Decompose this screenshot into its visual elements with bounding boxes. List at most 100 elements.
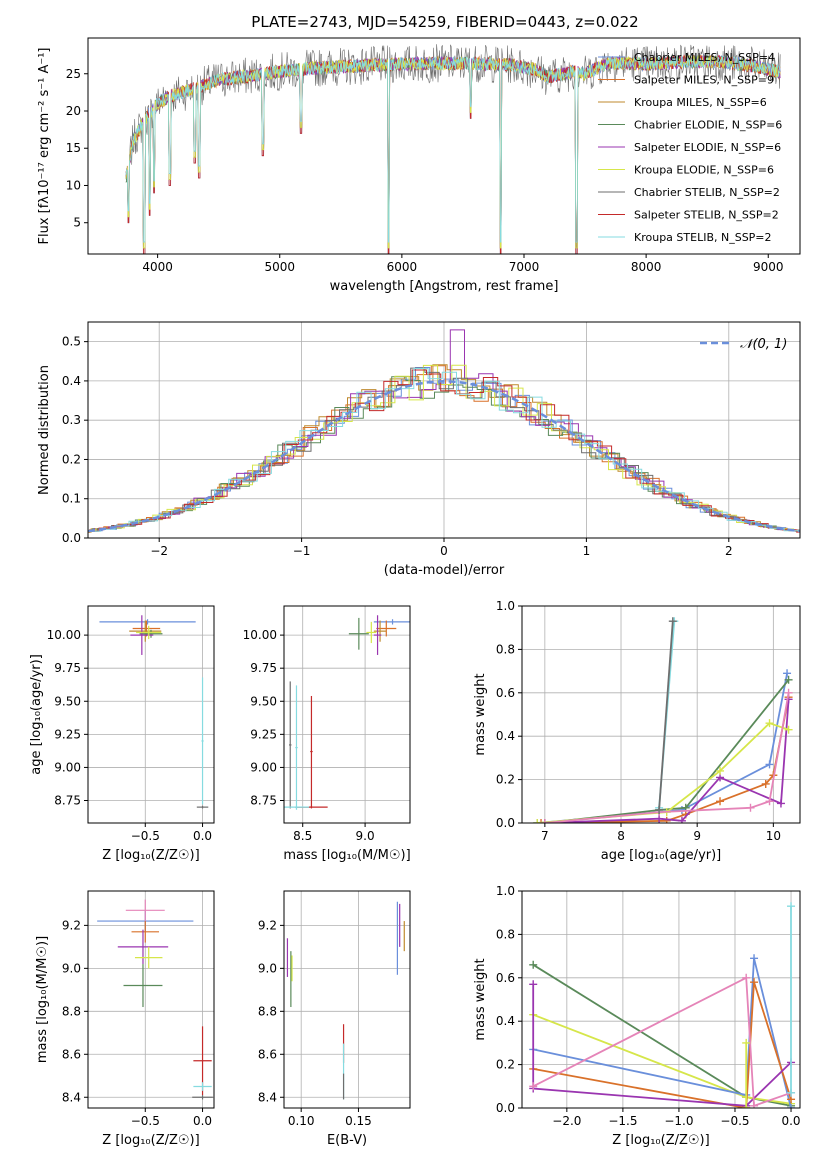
y-tick-label: 0.6 bbox=[496, 686, 515, 700]
y-axis-label: mass [log₁₀(M/M☉)] bbox=[35, 936, 50, 1063]
x-axis-label: wavelength [Angstrom, rest frame] bbox=[330, 279, 559, 294]
weight-marker bbox=[537, 819, 546, 823]
weight-series bbox=[529, 973, 796, 1108]
x-tick-label: 0.0 bbox=[193, 829, 212, 843]
y-tick-label: 9.00 bbox=[250, 760, 277, 774]
weight-marker bbox=[716, 797, 725, 806]
y-tick-label: 9.75 bbox=[54, 661, 81, 675]
weight-marker bbox=[668, 617, 677, 626]
legend-label: Kroupa ELODIE, N_SSP=6 bbox=[634, 164, 774, 177]
weight-marker bbox=[742, 1104, 751, 1108]
weight-series bbox=[742, 1038, 751, 1108]
weight-marker bbox=[716, 766, 725, 775]
y-tick-label: 1.0 bbox=[496, 599, 515, 613]
weight-marker bbox=[765, 797, 774, 806]
weight-marker bbox=[783, 669, 792, 678]
legend-label: Salpeter ELODIE, N_SSP=6 bbox=[634, 141, 781, 154]
y-tick-label: 9.2 bbox=[62, 918, 81, 932]
weight-marker bbox=[784, 725, 793, 734]
axes-frame bbox=[521, 890, 801, 1109]
weight-marker bbox=[655, 805, 664, 814]
spectrum-line bbox=[125, 55, 781, 243]
errorbar-point bbox=[196, 805, 209, 809]
y-tick-label: 0.8 bbox=[496, 927, 515, 941]
y-tick-label: 8.8 bbox=[62, 1004, 81, 1018]
weight-series bbox=[787, 902, 796, 1097]
y-axis-label: Flux [fλ10⁻¹⁷ erg cm⁻² s⁻¹ A⁻¹] bbox=[37, 48, 52, 245]
y-tick-label: 8.75 bbox=[250, 794, 277, 808]
weight-line bbox=[544, 699, 790, 823]
y-tick-label: 9.0 bbox=[258, 961, 277, 975]
y-tick-label: 0.0 bbox=[62, 531, 81, 545]
legend-label: Kroupa STELIB, N_SSP=2 bbox=[634, 231, 772, 244]
x-tick-label: 0.0 bbox=[193, 1114, 212, 1128]
errorbar-point bbox=[131, 921, 160, 943]
x-tick-label: 9000 bbox=[753, 260, 784, 274]
errorbar-point bbox=[373, 619, 410, 625]
errorbar-point bbox=[284, 805, 309, 809]
weight-line bbox=[532, 984, 792, 1107]
axes-mass-vs-Z: −0.5 0.0 8.4 8.6 8.8 9.0 9.2 Z [log₁₀(Z/Z☉)] mas… bbox=[35, 890, 215, 1148]
weight-marker bbox=[742, 1038, 751, 1047]
errorbar-point bbox=[310, 695, 313, 808]
weight-marker bbox=[787, 1104, 796, 1108]
plot-area-massweight-vs-Z bbox=[529, 902, 796, 1108]
plot-area-mass-vs-Z bbox=[97, 899, 213, 1100]
axes-frame bbox=[87, 37, 801, 255]
plot-area-age-vs-mass bbox=[284, 615, 410, 810]
axes-frame bbox=[87, 890, 215, 1109]
weight-series bbox=[655, 617, 677, 814]
x-tick-label: −2.0 bbox=[552, 1114, 581, 1128]
x-tick-label: 9 bbox=[693, 829, 701, 843]
errorbar-point bbox=[288, 681, 292, 809]
y-tick-label: 9.50 bbox=[250, 694, 277, 708]
errorbar-point bbox=[123, 964, 163, 1008]
legend-label: Salpeter STELIB, N_SSP=2 bbox=[634, 209, 779, 222]
x-tick-label: 10 bbox=[766, 829, 781, 843]
weight-marker bbox=[529, 960, 538, 969]
y-tick-label: 9.75 bbox=[250, 661, 277, 675]
y-tick-label: 8.75 bbox=[54, 794, 81, 808]
x-tick-label: 8 bbox=[617, 829, 625, 843]
panel-spectrum: 4000 5000 6000 7000 8000 9000 5 10 15 20 25 wavelen… bbox=[37, 37, 801, 294]
y-tick-label: 25 bbox=[66, 67, 81, 81]
spectrum-legend: Chabrier MILES, N_SSP=4 Salpeter MILES, N… bbox=[598, 51, 782, 244]
y-tick-label: 1.0 bbox=[496, 884, 515, 898]
y-tick-label: 9.00 bbox=[54, 760, 81, 774]
x-axis-label: Z [log₁₀(Z/Z☉)] bbox=[102, 1133, 199, 1148]
x-tick-label: −0.5 bbox=[131, 829, 160, 843]
weight-series bbox=[540, 688, 793, 823]
legend-label: Chabrier ELODIE, N_SSP=6 bbox=[634, 119, 782, 132]
y-tick-label: 0.2 bbox=[496, 1058, 515, 1072]
x-tick-label: −0.5 bbox=[720, 1114, 749, 1128]
x-tick-label: −1.0 bbox=[664, 1114, 693, 1128]
y-tick-label: 5 bbox=[73, 216, 81, 230]
panel-residuals: −2 −1 0 1 2 0.0 0.1 0.2 0.3 0.4 0.5 (data-model)/er… bbox=[37, 321, 801, 578]
errorbar-point bbox=[136, 625, 162, 640]
x-axis-label: Z [log₁₀(Z/Z☉)] bbox=[612, 1133, 709, 1148]
weight-marker bbox=[776, 799, 785, 808]
weight-marker bbox=[540, 819, 549, 823]
y-tick-label: 0.5 bbox=[62, 335, 81, 349]
y-tick-label: 8.4 bbox=[62, 1090, 81, 1104]
y-tick-label: 0.0 bbox=[496, 1101, 515, 1115]
y-tick-label: 8.8 bbox=[258, 1004, 277, 1018]
axes-age-vs-mass: 8.5 9.0 8.75 9.00 9.25 9.50 9.75 10.00 mass [log… bbox=[243, 605, 411, 863]
errorbar-point bbox=[201, 677, 204, 805]
y-tick-label: 0.2 bbox=[496, 773, 515, 787]
weight-marker bbox=[677, 816, 686, 823]
legend-label: Chabrier STELIB, N_SSP=2 bbox=[634, 186, 780, 199]
weight-marker bbox=[533, 819, 542, 823]
errorbar-point bbox=[134, 946, 163, 969]
figure-title: PLATE=2743, MJD=54259, FIBERID=0443, z=0… bbox=[251, 13, 638, 31]
y-tick-label: 8.4 bbox=[258, 1090, 277, 1104]
x-tick-label: 7 bbox=[541, 829, 549, 843]
y-tick-label: 0.0 bbox=[496, 816, 515, 830]
errorbar-point bbox=[295, 685, 298, 810]
weight-marker bbox=[742, 973, 751, 982]
x-tick-label: 6000 bbox=[387, 260, 418, 274]
axes-massweight-vs-age: 7 8 9 10 0.0 0.2 0.4 0.6 0.8 1.0 age [log₁₀(age/yr… bbox=[473, 599, 801, 863]
weight-marker bbox=[765, 719, 774, 728]
panel-mass-vs-Z: −0.5 0.0 8.4 8.6 8.8 9.0 9.2 Z [log₁₀(Z/Z☉)] mas… bbox=[35, 890, 215, 1148]
